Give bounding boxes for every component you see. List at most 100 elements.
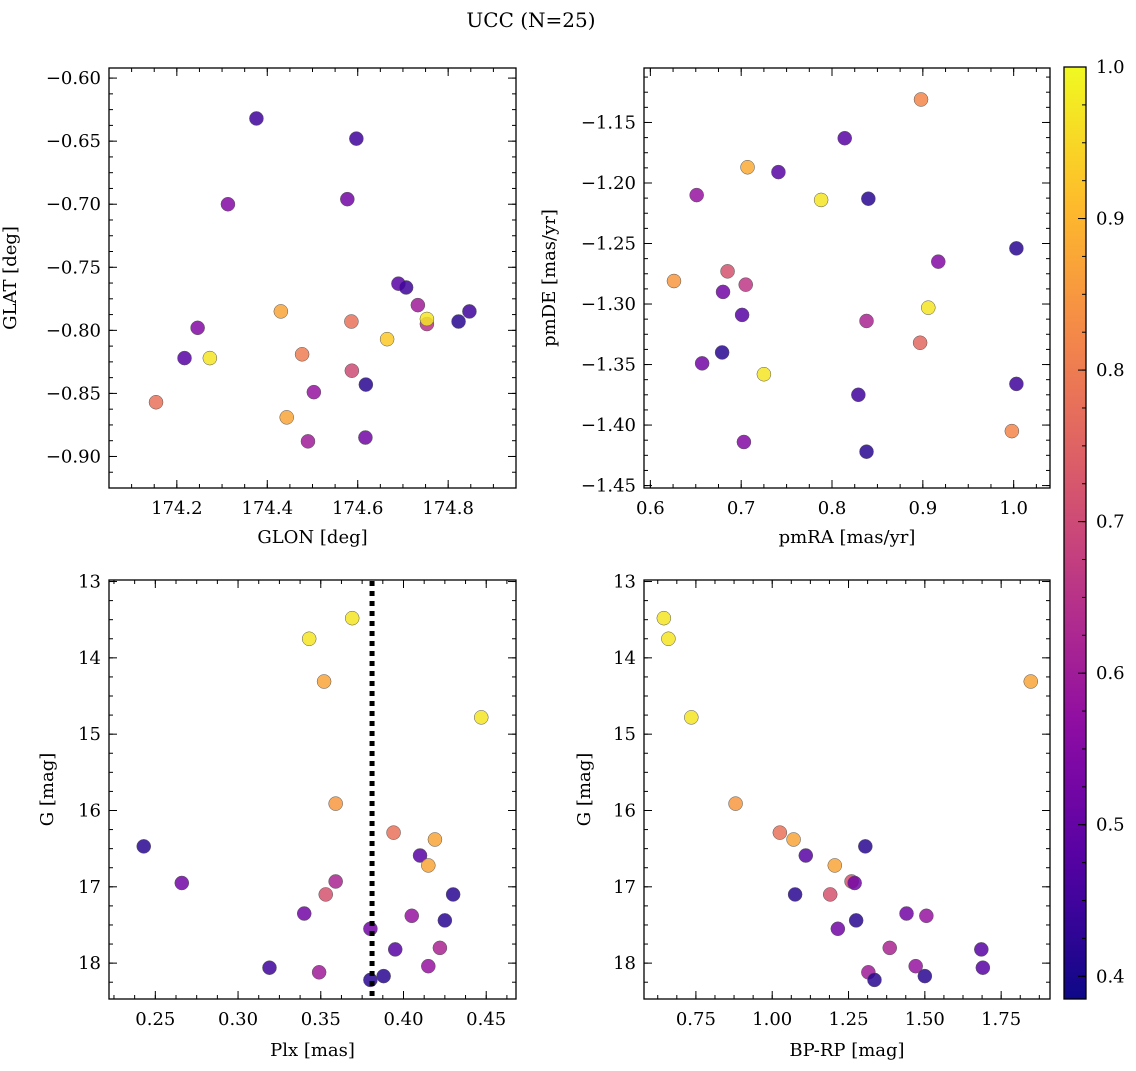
x-tick-label: 0.40 xyxy=(383,1009,423,1030)
y-tick-label: 14 xyxy=(613,648,636,669)
data-point xyxy=(858,839,873,854)
y-tick-label: −1.45 xyxy=(581,476,636,497)
data-point xyxy=(427,832,443,847)
colorbar-tick-label: 0.6 xyxy=(1096,663,1125,684)
axes-frame xyxy=(643,67,1051,489)
x-tick-label: 0.8 xyxy=(818,498,847,519)
tick-marks xyxy=(108,68,516,488)
data-point xyxy=(813,192,829,208)
data-point xyxy=(249,111,264,126)
y-tick-label: 17 xyxy=(78,877,101,898)
y-tick-label: 16 xyxy=(78,800,101,821)
y-tick-label: 17 xyxy=(613,877,636,898)
x-tick-label: 0.45 xyxy=(466,1009,506,1030)
data-point xyxy=(738,277,753,292)
y-axis-label: GLAT [deg] xyxy=(0,226,21,330)
colorbar-frame xyxy=(1063,66,1087,1000)
colorbar-tick-label: 0.8 xyxy=(1096,360,1125,381)
data-point xyxy=(684,710,699,725)
data-point xyxy=(1023,674,1039,689)
data-point xyxy=(474,710,489,725)
data-point xyxy=(437,913,453,928)
tick-marks xyxy=(644,68,1050,488)
data-point xyxy=(974,942,989,957)
data-point xyxy=(273,304,289,319)
colorbar-tick-label: 1.0 xyxy=(1096,57,1125,78)
y-tick-label: −0.80 xyxy=(46,320,101,341)
data-point xyxy=(349,131,364,146)
data-point xyxy=(340,191,355,207)
scatter-panel-2: 0.6 0.7 0.8 0.9 1.0 −1.15 −1.20 −1.25 −1.30 −1.35… xyxy=(539,67,1051,548)
y-tick-label: −0.70 xyxy=(46,194,101,215)
y-tick-label: 18 xyxy=(78,953,101,974)
data-point xyxy=(656,610,672,626)
data-point xyxy=(715,284,731,300)
scatter-panel-1: 174.2 174.4 174.6 174.8 −0.60 −0.65 −0.70 −0.75… xyxy=(0,67,517,548)
scatter-panel-4: 0.75 1.00 1.25 1.50 1.75 13 14 15 16 17 18 BP-RP [m… xyxy=(574,572,1051,1061)
data-point xyxy=(861,191,876,206)
x-tick-label: 1.25 xyxy=(828,1009,868,1030)
data-point xyxy=(772,825,788,840)
data-point xyxy=(689,187,704,203)
colorbar-tick-label: 0.7 xyxy=(1096,512,1125,533)
colorbar: 0.4 0.5 0.6 0.7 0.8 0.9 1.0 xyxy=(1063,57,1125,1000)
data-point xyxy=(136,839,151,854)
x-tick-label: 174.8 xyxy=(422,498,474,519)
data-point xyxy=(328,796,343,811)
axes-frame xyxy=(643,579,1051,1000)
data-point xyxy=(859,313,874,329)
data-point xyxy=(386,825,401,840)
x-tick-label: 1.75 xyxy=(981,1009,1021,1030)
data-point xyxy=(311,965,327,980)
data-point xyxy=(220,196,236,212)
y-tick-label: −1.30 xyxy=(581,294,636,315)
data-point xyxy=(851,387,866,403)
data-point xyxy=(1004,423,1020,439)
colorbar-tick-label: 0.5 xyxy=(1096,815,1125,836)
data-point xyxy=(798,848,814,863)
data-point xyxy=(919,908,934,924)
tick-marks xyxy=(644,580,1050,999)
data-point xyxy=(740,160,755,175)
data-point xyxy=(148,394,164,410)
data-point xyxy=(931,254,946,269)
data-point xyxy=(734,307,750,323)
data-point xyxy=(975,960,991,975)
x-tick-label: 0.25 xyxy=(135,1009,175,1030)
colorbar-tick-label: 0.9 xyxy=(1096,209,1125,230)
x-tick-label: 0.75 xyxy=(676,1009,716,1030)
y-axis-label: pmDE [mas/yr] xyxy=(539,209,560,347)
data-point xyxy=(720,264,735,279)
data-point xyxy=(358,430,373,445)
data-point xyxy=(714,345,730,360)
x-axis-label: pmRA [mas/yr] xyxy=(779,527,916,548)
data-point xyxy=(306,384,322,400)
data-point xyxy=(912,335,928,351)
data-point xyxy=(462,304,477,319)
data-point xyxy=(661,631,676,647)
y-tick-label: 16 xyxy=(613,800,636,821)
data-point xyxy=(318,887,333,902)
y-tick-label: 15 xyxy=(613,724,636,745)
data-point xyxy=(1009,376,1024,392)
data-point xyxy=(917,968,933,984)
data-point xyxy=(404,908,420,924)
data-point xyxy=(398,280,414,295)
data-point xyxy=(882,940,897,956)
axes-frame xyxy=(108,579,517,1000)
figure-title: UCC (N=25) xyxy=(466,8,595,32)
data-point xyxy=(412,848,428,863)
y-tick-label: −0.65 xyxy=(46,131,101,152)
data-point xyxy=(451,314,466,329)
x-axis-label: Plx [mas] xyxy=(270,1040,355,1061)
data-point xyxy=(787,887,803,902)
data-point xyxy=(190,320,205,336)
y-tick-label: 18 xyxy=(613,953,636,974)
data-point xyxy=(344,363,360,378)
x-tick-label: 1.0 xyxy=(999,498,1028,519)
points xyxy=(666,92,1024,459)
data-point xyxy=(177,350,192,366)
data-point xyxy=(358,377,374,392)
axes-frame xyxy=(108,67,517,489)
data-point xyxy=(666,273,682,289)
